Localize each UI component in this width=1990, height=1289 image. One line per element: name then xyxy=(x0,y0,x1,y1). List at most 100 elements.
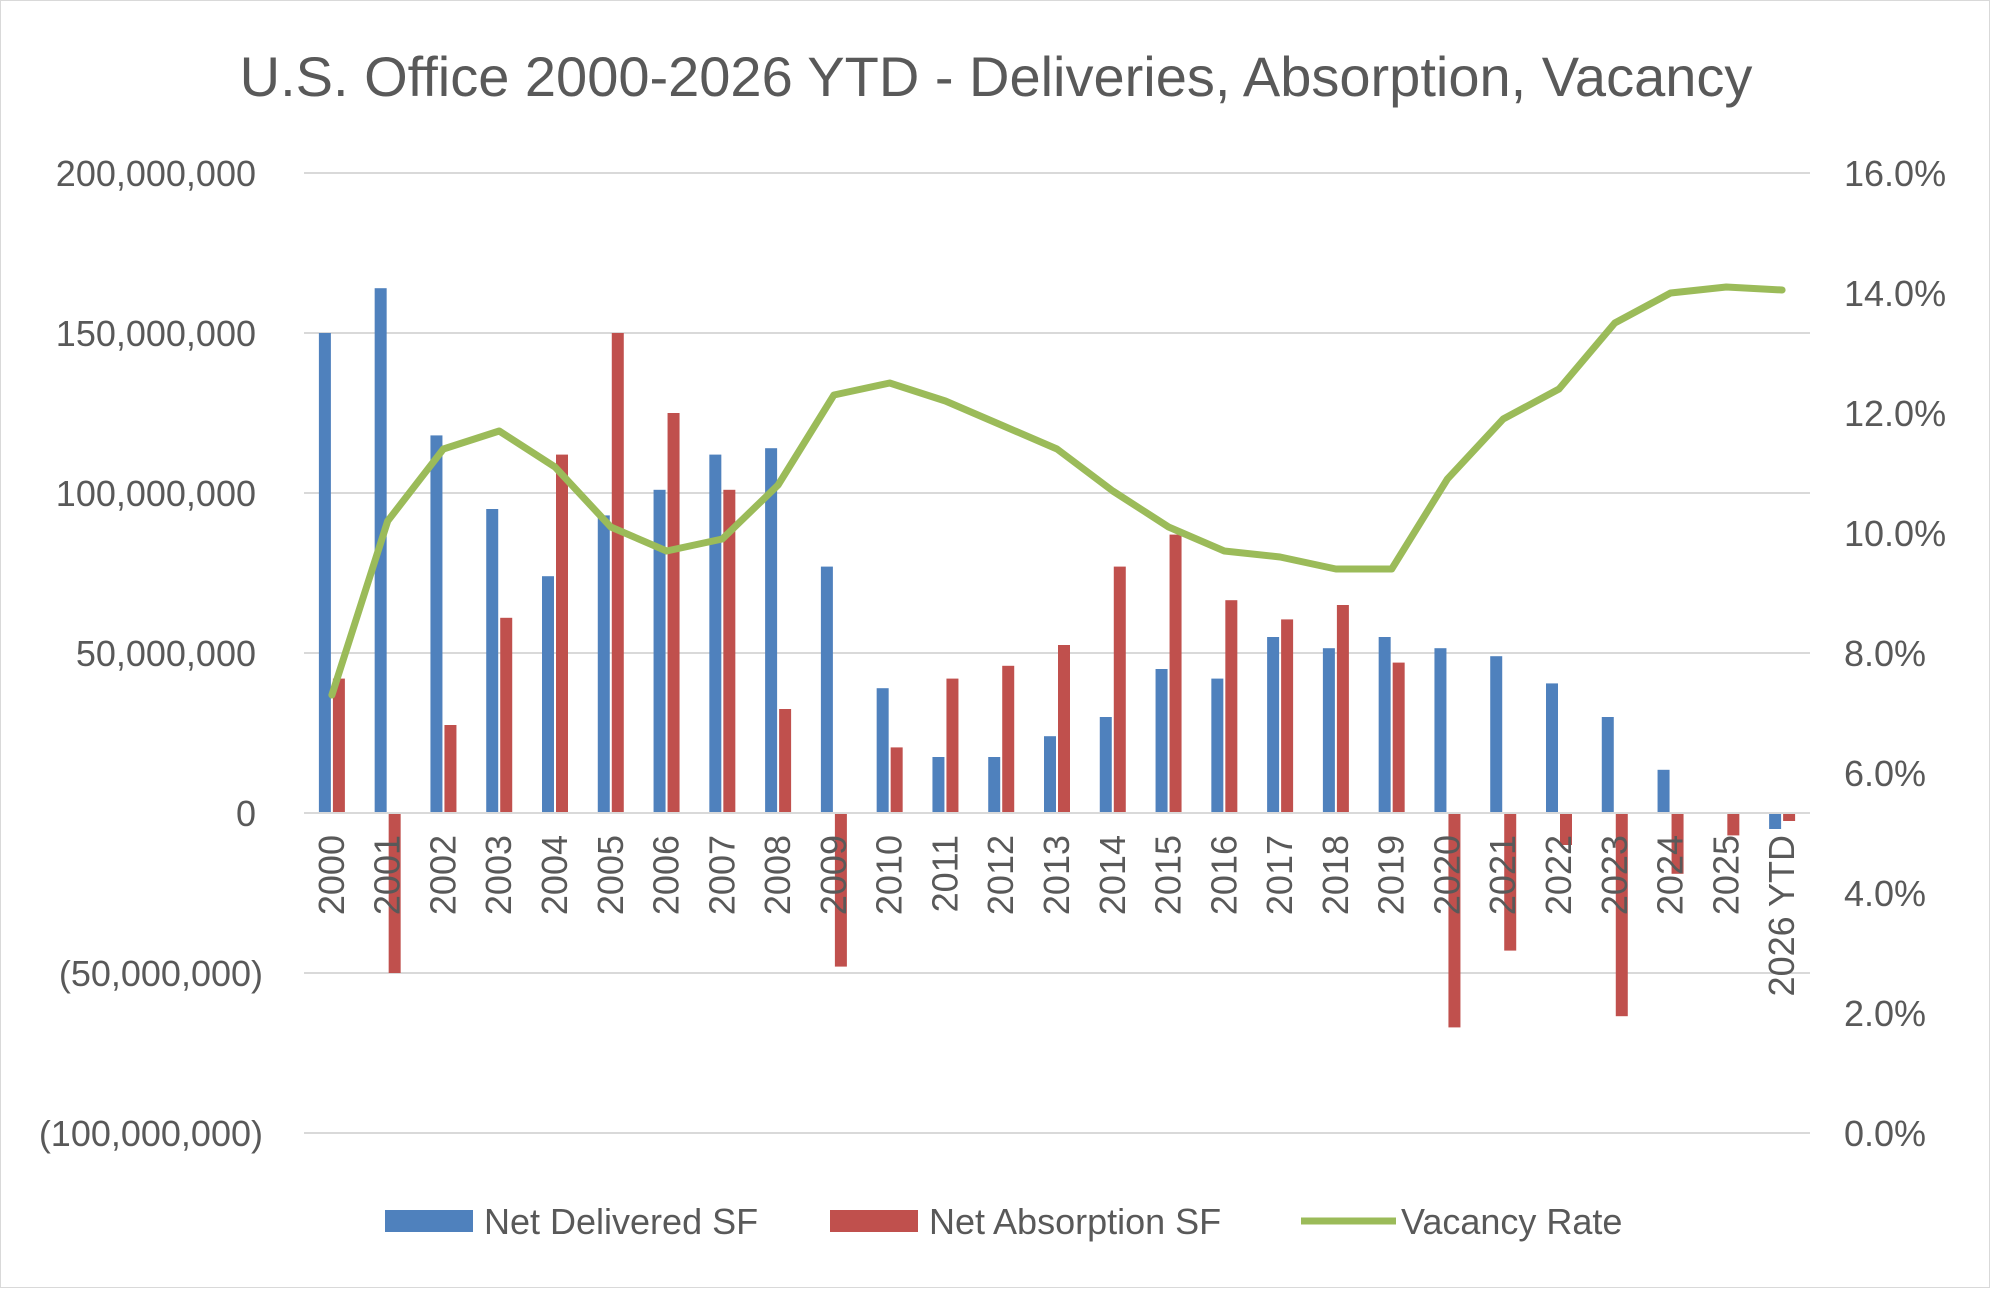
absorption-bar xyxy=(1169,534,1182,813)
right-tick-label: 10.0% xyxy=(1844,513,1946,554)
delivered-bar xyxy=(932,757,945,813)
absorption-bar xyxy=(834,813,847,967)
absorption-bar xyxy=(556,454,568,813)
absorption-bar xyxy=(779,709,792,813)
category-label: 2007 xyxy=(701,835,742,915)
left-tick-label: 150,000,000 xyxy=(56,313,256,354)
delivered-bar xyxy=(486,509,499,813)
legend: Net Delivered SF Net Absorption SF Vacancy… xyxy=(385,1201,1622,1242)
category-label: 2014 xyxy=(1092,835,1133,915)
category-labels: 2000 2001 2002 2003 2004 2005 2006 2007 2008 2009… xyxy=(311,835,1802,996)
delivered-bar xyxy=(597,515,610,813)
category-label: 2019 xyxy=(1371,835,1412,915)
left-axis: (100,000,000) (50,000,000) 0 50,000,000 100,… xyxy=(39,153,263,1154)
category-label: 2002 xyxy=(422,835,463,915)
absorption-bar xyxy=(332,678,345,813)
delivered-bar xyxy=(1490,656,1503,813)
delivered-bar xyxy=(876,688,889,813)
right-tick-label: 0.0% xyxy=(1844,1113,1926,1154)
category-label: 2022 xyxy=(1538,835,1579,915)
category-label: 2008 xyxy=(757,835,798,915)
absorption-bar xyxy=(1113,566,1126,813)
absorption-bar xyxy=(1225,600,1238,813)
category-label: 2012 xyxy=(980,835,1021,915)
left-tick-label: 50,000,000 xyxy=(76,633,256,674)
right-tick-label: 4.0% xyxy=(1844,873,1926,914)
category-label: 2010 xyxy=(869,835,910,915)
vacancy-rate-line xyxy=(328,283,1786,699)
right-tick-label: 14.0% xyxy=(1844,273,1946,314)
left-tick-label: 200,000,000 xyxy=(56,153,256,194)
delivered-bar xyxy=(820,566,833,813)
right-tick-label: 6.0% xyxy=(1844,753,1926,794)
delivered-bar xyxy=(1155,669,1168,813)
delivered-bar xyxy=(1657,769,1670,813)
absorption-bar xyxy=(1058,645,1070,813)
absorption-bar xyxy=(723,489,736,813)
category-label: 2006 xyxy=(646,835,687,915)
left-tick-label: (100,000,000) xyxy=(39,1113,263,1154)
category-label: 2025 xyxy=(1705,835,1746,915)
category-label: 2026 YTD xyxy=(1761,835,1802,996)
delivered-bar xyxy=(1434,648,1447,813)
legend-delivered: Net Delivered SF xyxy=(385,1201,758,1242)
absorption-bar xyxy=(1336,605,1349,813)
category-label: 2023 xyxy=(1594,835,1635,915)
legend-swatch xyxy=(830,1210,918,1232)
category-label: 2017 xyxy=(1259,835,1300,915)
absorption-bar xyxy=(1727,813,1740,836)
category-label: 2003 xyxy=(478,835,519,915)
absorption-bar xyxy=(444,725,457,813)
right-tick-label: 2.0% xyxy=(1844,993,1926,1034)
absorption-bar xyxy=(890,747,903,813)
delivered-bar xyxy=(1546,683,1558,813)
category-label: 2011 xyxy=(924,835,965,912)
right-axis: 0.0% 2.0% 4.0% 6.0% 8.0% 10.0% 12.0% 14.0% 16.0% xyxy=(1844,153,1946,1154)
delivered-bar xyxy=(988,757,1001,813)
absorption-bar xyxy=(388,813,401,973)
absorption-bar xyxy=(1392,662,1405,813)
absorption-bar xyxy=(946,678,959,813)
delivered-bar xyxy=(542,576,554,813)
delivered-bar xyxy=(318,333,331,813)
category-label: 2021 xyxy=(1482,835,1523,915)
category-label: 2009 xyxy=(813,835,854,915)
delivered-bar xyxy=(1211,678,1224,813)
delivered-bar xyxy=(653,489,666,813)
legend-label: Net Absorption SF xyxy=(929,1201,1221,1242)
category-label: 2005 xyxy=(590,835,631,915)
chart-title: U.S. Office 2000-2026 YTD - Deliveries, … xyxy=(240,45,1753,108)
category-label: 2018 xyxy=(1315,835,1356,915)
delivered-bar xyxy=(430,435,443,813)
absorption-bar xyxy=(1002,665,1015,813)
delivered-bar xyxy=(1099,717,1112,813)
absorption-bar xyxy=(500,617,513,813)
delivered-bar xyxy=(1378,637,1391,813)
category-label: 2016 xyxy=(1203,835,1244,915)
left-tick-label: 0 xyxy=(236,793,256,834)
delivered-bar xyxy=(1769,813,1782,829)
absorption-bar xyxy=(1560,813,1572,845)
delivered-bar xyxy=(1322,648,1335,813)
right-tick-label: 8.0% xyxy=(1844,633,1926,674)
category-label: 2004 xyxy=(534,835,575,915)
legend-absorption: Net Absorption SF xyxy=(830,1201,1221,1242)
vacancy-line xyxy=(328,283,1786,699)
legend-swatch xyxy=(385,1210,473,1232)
left-tick-label: 100,000,000 xyxy=(56,473,256,514)
legend-vacancy: Vacancy Rate xyxy=(1301,1201,1622,1242)
absorption-bar xyxy=(1504,813,1517,951)
category-label: 2000 xyxy=(311,835,352,915)
right-tick-label: 16.0% xyxy=(1844,153,1946,194)
legend-label: Vacancy Rate xyxy=(1401,1201,1622,1242)
category-label: 2015 xyxy=(1148,835,1189,915)
category-label: 2020 xyxy=(1426,835,1467,915)
delivered-bar xyxy=(1601,717,1614,813)
legend-label: Net Delivered SF xyxy=(484,1201,758,1242)
delivered-bar xyxy=(1267,637,1280,813)
delivered-bar xyxy=(765,448,778,813)
gridlines xyxy=(304,172,1810,1134)
category-label: 2024 xyxy=(1650,835,1691,915)
